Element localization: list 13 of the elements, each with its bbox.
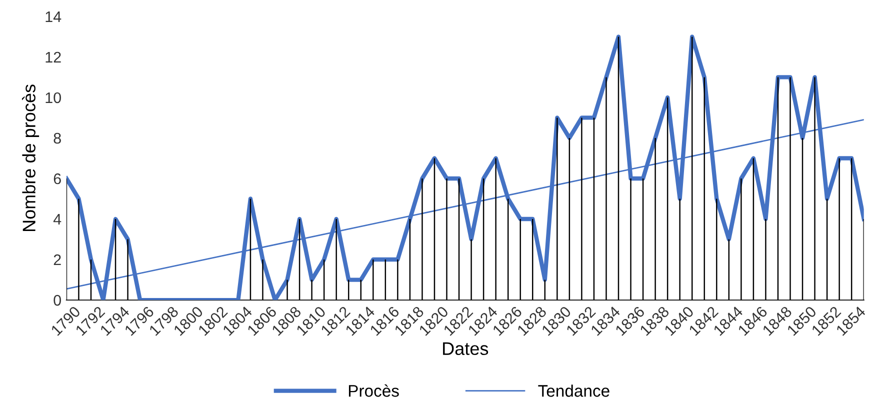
y-tick-label: 8	[54, 132, 61, 144]
y-tick-label: 4	[53, 214, 62, 225]
y-tick-label: 12	[46, 52, 61, 62]
y-tick-label: 6	[54, 173, 61, 184]
y-tick-label: 10	[46, 92, 61, 104]
y-tick-label: 0	[54, 294, 61, 306]
legend-label: Procès	[348, 384, 399, 397]
y-axis-title: Nombre de procès	[22, 84, 40, 232]
line-series	[66, 34, 864, 300]
legend-label: Tendance	[538, 384, 610, 397]
y-tick-label: 2	[54, 254, 61, 266]
x-axis-title: Dates	[443, 342, 488, 356]
y-tick-label: 14	[46, 11, 62, 22]
